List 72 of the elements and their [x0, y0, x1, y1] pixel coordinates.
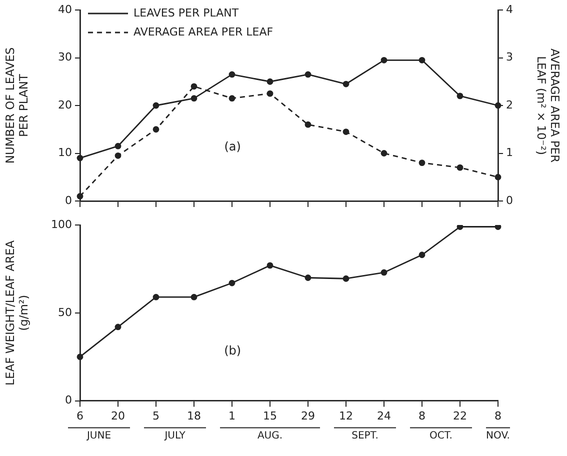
y-tick-label: 10 [58, 146, 72, 160]
point [494, 225, 502, 230]
point [114, 152, 122, 159]
point [266, 78, 274, 85]
point [494, 174, 502, 180]
text: OCT. [430, 430, 452, 442]
x-tick-label: 5 [152, 409, 160, 422]
y-tick-label: 0 [65, 194, 72, 207]
legend-label: AVERAGE AREA PER LEAF [134, 25, 274, 38]
y2-tick-label: 0 [506, 194, 513, 207]
point [456, 164, 464, 171]
point [304, 121, 312, 128]
y-tick-label: 40 [58, 2, 72, 16]
point [380, 150, 388, 156]
point [152, 126, 160, 133]
text: SEPT. [352, 430, 378, 442]
point [304, 274, 312, 281]
legend-label: LEAVES PER PLANT [134, 6, 239, 20]
y-axis-title: LEAF WEIGHT/LEAF AREA (g/m²) [2, 240, 31, 386]
point [342, 80, 350, 88]
point [114, 324, 122, 330]
point [456, 225, 464, 230]
x-tick-label: 12 [339, 409, 353, 422]
point [190, 95, 198, 102]
point [380, 56, 388, 64]
x-tick-label: 6 [76, 409, 84, 422]
x-tick-label: 24 [377, 409, 391, 422]
text: AUG. [257, 430, 283, 442]
x-tick-label: 20 [111, 409, 125, 422]
y-tick-label: 20 [58, 98, 72, 112]
point [152, 102, 160, 109]
y2-axis-title: AVERAGE AREA PER LEAF (m² × 10⁻²) [534, 48, 562, 163]
point [76, 354, 84, 360]
x-tick-label: 22 [453, 409, 467, 422]
point [114, 142, 122, 150]
point [228, 280, 236, 286]
point [418, 56, 426, 64]
y2-tick-label: 1 [506, 146, 513, 160]
text: JUNE [86, 430, 112, 442]
point [76, 154, 84, 162]
y2-tick-label: 2 [506, 98, 513, 112]
x-tick-label: 15 [263, 409, 277, 422]
point [228, 95, 236, 102]
point [190, 294, 198, 300]
y2-tick-label: 4 [506, 2, 513, 16]
y-axis-title: NUMBER OF LEAVES PER PLANT [2, 47, 31, 164]
y-tick-label: 100 [51, 218, 72, 231]
point [266, 90, 274, 97]
y-tick-label: 50 [58, 306, 72, 319]
point [456, 92, 464, 100]
annotation: (b) [224, 344, 242, 358]
x-tick-label: 8 [494, 409, 502, 422]
text: NOV. [486, 430, 510, 442]
point [304, 71, 312, 78]
x-tick-label: 18 [187, 409, 201, 422]
point [190, 83, 198, 90]
point [418, 252, 426, 258]
point [418, 160, 426, 166]
y2-tick-label: 3 [506, 50, 513, 64]
x-tick-label: 1 [228, 409, 236, 422]
point [380, 269, 388, 276]
y-tick-label: 30 [58, 50, 72, 64]
text: JULY [164, 430, 186, 442]
point [266, 262, 274, 269]
point [152, 294, 160, 300]
x-tick-label: 29 [301, 409, 315, 422]
y-tick-label: 0 [65, 394, 72, 407]
x-tick-label: 8 [418, 409, 426, 422]
point [228, 71, 236, 78]
point [342, 128, 350, 135]
point [342, 275, 350, 282]
annotation: (a) [224, 140, 241, 154]
